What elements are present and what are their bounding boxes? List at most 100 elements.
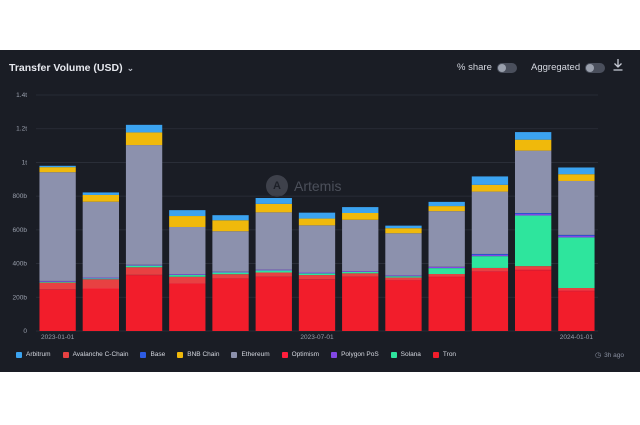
bar-segment-bnb-chain[interactable] xyxy=(255,203,292,213)
bar-segment-avalanche-c-chain[interactable] xyxy=(385,277,422,281)
bar-segment-bnb-chain[interactable] xyxy=(342,213,379,220)
bar-segment-arbitrum[interactable] xyxy=(342,207,379,213)
bar-segment-avalanche-c-chain[interactable] xyxy=(255,272,292,277)
bar-segment-ethereum[interactable] xyxy=(212,231,249,272)
bar-segment-polygon-pos[interactable] xyxy=(255,269,292,271)
bar-segment-ethereum[interactable] xyxy=(385,233,422,276)
download-icon[interactable] xyxy=(613,59,623,74)
legend-item[interactable]: Base xyxy=(140,351,165,358)
bar-segment-ethereum[interactable] xyxy=(298,225,336,273)
bar-segment-tron[interactable] xyxy=(169,283,206,331)
bar-segment-optimism[interactable] xyxy=(39,289,76,290)
bar-segment-ethereum[interactable] xyxy=(39,172,76,281)
bar-segment-solana[interactable] xyxy=(82,278,120,280)
bar-segment-arbitrum[interactable] xyxy=(82,192,120,195)
bar-segment-polygon-pos[interactable] xyxy=(385,275,422,277)
legend-item[interactable]: Ethereum xyxy=(231,351,270,358)
bar-segment-bnb-chain[interactable] xyxy=(169,216,206,227)
bar-segment-tron[interactable] xyxy=(255,277,292,331)
bar-segment-arbitrum[interactable] xyxy=(558,167,595,175)
bar-segment-optimism[interactable] xyxy=(255,276,292,278)
bar-segment-solana[interactable] xyxy=(342,272,379,274)
bar-segment-arbitrum[interactable] xyxy=(298,212,336,219)
bar-segment-tron[interactable] xyxy=(298,279,336,331)
bar-segment-solana[interactable] xyxy=(428,268,465,275)
bar-segment-avalanche-c-chain[interactable] xyxy=(39,282,76,290)
bar-segment-optimism[interactable] xyxy=(558,290,595,292)
bar-segment-tron[interactable] xyxy=(39,289,76,331)
bar-segment-ethereum[interactable] xyxy=(255,212,292,270)
bar-segment-optimism[interactable] xyxy=(514,269,552,271)
legend-item[interactable]: Arbitrum xyxy=(16,351,51,358)
bar-segment-solana[interactable] xyxy=(39,281,76,283)
bar-segment-ethereum[interactable] xyxy=(169,226,206,275)
bar-segment-tron[interactable] xyxy=(385,280,422,331)
bar-segment-solana[interactable] xyxy=(255,270,292,273)
bar-segment-avalanche-c-chain[interactable] xyxy=(428,274,465,277)
bar-segment-optimism[interactable] xyxy=(428,276,465,278)
bar-segment-tron[interactable] xyxy=(342,277,379,331)
bar-segment-polygon-pos[interactable] xyxy=(514,213,552,216)
bar-segment-tron[interactable] xyxy=(514,270,552,331)
bar-segment-avalanche-c-chain[interactable] xyxy=(514,266,552,270)
bar-segment-ethereum[interactable] xyxy=(428,211,465,267)
bar-segment-bnb-chain[interactable] xyxy=(471,184,509,192)
bar-segment-optimism[interactable] xyxy=(298,279,336,280)
legend-item[interactable]: BNB Chain xyxy=(177,351,219,358)
bar-segment-solana[interactable] xyxy=(212,272,249,275)
bar-segment-polygon-pos[interactable] xyxy=(39,280,76,282)
bar-segment-optimism[interactable] xyxy=(82,288,120,290)
bar-segment-polygon-pos[interactable] xyxy=(428,266,465,269)
bar-segment-ethereum[interactable] xyxy=(342,219,379,272)
bar-segment-bnb-chain[interactable] xyxy=(385,228,422,234)
bar-segment-bnb-chain[interactable] xyxy=(428,206,465,212)
legend-item[interactable]: Polygon PoS xyxy=(331,351,379,358)
bar-segment-base[interactable] xyxy=(471,253,509,255)
bar-segment-polygon-pos[interactable] xyxy=(169,274,206,276)
bar-segment-ethereum[interactable] xyxy=(558,180,595,235)
legend-item[interactable]: Solana xyxy=(390,351,421,358)
bar-segment-avalanche-c-chain[interactable] xyxy=(169,276,206,284)
bar-segment-optimism[interactable] xyxy=(342,276,379,278)
bar-segment-optimism[interactable] xyxy=(125,274,163,276)
bar-segment-avalanche-c-chain[interactable] xyxy=(212,274,249,279)
bar-segment-solana[interactable] xyxy=(558,237,595,289)
bar-segment-ethereum[interactable] xyxy=(471,191,509,254)
bar-segment-bnb-chain[interactable] xyxy=(558,174,595,181)
bar-segment-arbitrum[interactable] xyxy=(39,165,76,168)
chart-title-dropdown[interactable]: Transfer Volume (USD) ⌄ xyxy=(9,62,134,74)
bar-segment-bnb-chain[interactable] xyxy=(125,132,163,146)
bar-segment-polygon-pos[interactable] xyxy=(558,235,595,238)
bar-segment-avalanche-c-chain[interactable] xyxy=(82,279,120,289)
bar-segment-solana[interactable] xyxy=(514,215,552,267)
bar-segment-ethereum[interactable] xyxy=(514,150,552,213)
bar-segment-tron[interactable] xyxy=(125,275,163,331)
bar-segment-polygon-pos[interactable] xyxy=(82,277,120,279)
bar-segment-polygon-pos[interactable] xyxy=(125,264,163,266)
bar-segment-tron[interactable] xyxy=(428,277,465,331)
bar-segment-ethereum[interactable] xyxy=(82,201,120,278)
bar-segment-arbitrum[interactable] xyxy=(125,124,163,133)
bar-segment-optimism[interactable] xyxy=(385,280,422,281)
legend-item[interactable]: Tron xyxy=(432,351,456,358)
legend-item[interactable]: Avalanche C-Chain xyxy=(62,351,128,358)
bar-segment-optimism[interactable] xyxy=(169,283,206,284)
bar-segment-arbitrum[interactable] xyxy=(471,176,509,185)
bar-segment-arbitrum[interactable] xyxy=(428,201,465,207)
bar-segment-solana[interactable] xyxy=(125,265,163,268)
bar-segment-bnb-chain[interactable] xyxy=(212,220,249,232)
bar-segment-solana[interactable] xyxy=(298,273,336,276)
bar-segment-tron[interactable] xyxy=(558,291,595,331)
bar-segment-avalanche-c-chain[interactable] xyxy=(125,267,163,275)
bar-segment-base[interactable] xyxy=(514,213,552,214)
legend-item[interactable]: Optimism xyxy=(281,351,319,358)
bar-segment-polygon-pos[interactable] xyxy=(212,271,249,273)
bar-segment-arbitrum[interactable] xyxy=(169,210,206,217)
bar-segment-solana[interactable] xyxy=(385,276,422,278)
bar-segment-avalanche-c-chain[interactable] xyxy=(298,275,336,280)
bar-segment-solana[interactable] xyxy=(471,256,509,268)
bar-segment-polygon-pos[interactable] xyxy=(342,271,379,272)
bar-segment-bnb-chain[interactable] xyxy=(298,218,336,226)
bar-segment-avalanche-c-chain[interactable] xyxy=(342,273,379,277)
bar-segment-polygon-pos[interactable] xyxy=(471,254,509,257)
